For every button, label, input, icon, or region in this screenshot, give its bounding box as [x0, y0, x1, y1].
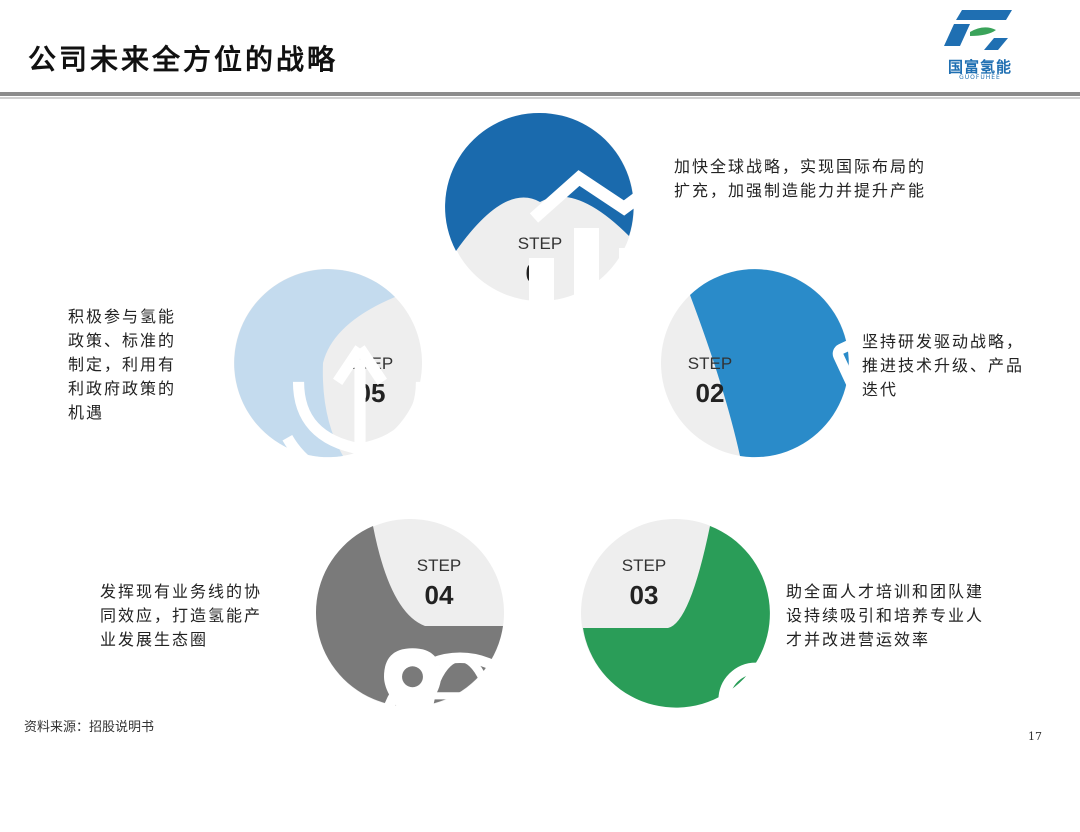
company-logo: 国富氢能 GUOFUHEE [940, 6, 1020, 82]
globe-location-icon [365, 634, 555, 824]
header-divider [0, 92, 1080, 96]
step-03-label: STEP [621, 556, 667, 575]
step-02-number: 02 [695, 378, 725, 408]
step-03-number: 03 [629, 580, 659, 610]
header-divider-shadow [0, 97, 1080, 99]
page-title: 公司未来全方位的战略 [28, 43, 339, 76]
step-01-description: 加快全球战略，实现国际布局的 扩充，加强制造能力并提升产能 [674, 157, 927, 200]
step-02-circle: STEP 02 [660, 268, 948, 515]
step-03-description: 助全面人才培训和团队建 设持续吸引和培养专业人 才并改进营运效率 [786, 582, 985, 649]
logo-subtitle: GUOFUHEE [959, 74, 1001, 81]
step-02-label: STEP [687, 354, 733, 373]
step-02-description: 坚持研发驱动战略， 推进技术升级、产品 迭代 [862, 332, 1025, 399]
step-05-description: 积极参与氢能 政策、标准的 制定，利用有 利政府政策的 机遇 [68, 307, 177, 422]
step-04-number: 04 [424, 580, 454, 610]
page-number: 17 [1028, 730, 1042, 743]
plant-icon [265, 326, 455, 516]
step-05-circle: STEP 05 [233, 268, 438, 505]
chart-icon [519, 138, 709, 328]
logo-name: 国富氢能 [947, 58, 1012, 76]
microscope-icon [784, 330, 974, 520]
step-04-label: STEP [416, 556, 462, 575]
step-01-circle: STEP 01 [445, 112, 689, 308]
step-03-circle: STEP 03 [580, 518, 868, 817]
team-icon [682, 642, 872, 832]
step-01-label: STEP [517, 234, 563, 253]
step-04-circle: STEP 04 [315, 518, 542, 815]
step-04-description: 发挥现有业务线的协 同效应，打造氢能产 业发展生态圈 [100, 582, 263, 649]
source-note: 资料来源：招股说明书 [24, 720, 155, 735]
